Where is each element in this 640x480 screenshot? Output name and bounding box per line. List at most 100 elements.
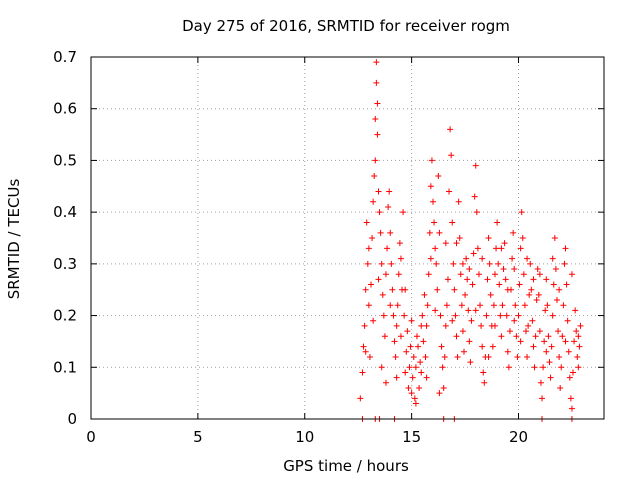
- data-point: [499, 302, 506, 309]
- data-point: [529, 317, 536, 324]
- data-point: [562, 245, 569, 252]
- data-point: [577, 322, 584, 329]
- data-point: [428, 157, 435, 164]
- data-point: [481, 379, 488, 386]
- data-point: [514, 353, 521, 360]
- data-point: [530, 276, 537, 283]
- data-point: [567, 395, 574, 402]
- data-point: [436, 390, 443, 397]
- data-point: [454, 353, 461, 360]
- y-tick-label: 0.3: [53, 255, 77, 273]
- data-point: [563, 281, 570, 288]
- data-point: [366, 353, 373, 360]
- data-point: [535, 291, 542, 298]
- data-point: [522, 328, 529, 335]
- data-point: [442, 240, 449, 247]
- data-point: [571, 338, 578, 345]
- data-point: [407, 343, 414, 350]
- data-point: [565, 348, 572, 355]
- data-point: [422, 353, 429, 360]
- data-point: [460, 348, 467, 355]
- data-point: [568, 271, 575, 278]
- data-point: [365, 302, 372, 309]
- data-point: [431, 219, 438, 226]
- data-point: [519, 235, 526, 241]
- data-point: [473, 209, 480, 216]
- data-point: [442, 322, 449, 329]
- data-point: [396, 240, 403, 247]
- data-point: [539, 395, 546, 402]
- data-point: [544, 302, 551, 309]
- data-point: [424, 302, 431, 309]
- data-point: [561, 260, 568, 267]
- data-point: [425, 271, 432, 278]
- y-tick-label: 0.4: [53, 203, 77, 221]
- y-tick-label: 0.6: [53, 100, 77, 118]
- data-point: [423, 322, 430, 329]
- data-point: [360, 343, 367, 350]
- data-point: [402, 286, 409, 293]
- data-point: [536, 271, 543, 278]
- data-point: [557, 384, 564, 391]
- data-point: [410, 353, 417, 360]
- data-point: [363, 219, 370, 226]
- data-point: [549, 255, 556, 262]
- data-point: [485, 235, 492, 241]
- data-point: [419, 312, 426, 319]
- data-point: [484, 276, 491, 283]
- data-point: [450, 260, 457, 267]
- data-point: [511, 317, 518, 324]
- data-point: [495, 260, 502, 267]
- data-point: [372, 157, 379, 164]
- data-point: [458, 302, 465, 309]
- data-point: [527, 260, 534, 267]
- data-point: [497, 312, 504, 319]
- data-point: [453, 333, 460, 340]
- data-point: [572, 307, 579, 314]
- data-point: [498, 245, 505, 252]
- data-point: [432, 307, 439, 314]
- data-point: [478, 322, 485, 329]
- data-point: [382, 271, 389, 278]
- data-point: [418, 369, 425, 376]
- data-point: [369, 235, 376, 241]
- data-point: [374, 131, 381, 138]
- data-point: [455, 198, 462, 205]
- data-point: [441, 353, 448, 360]
- data-point: [540, 364, 547, 371]
- data-point: [513, 333, 520, 340]
- data-point: [494, 219, 501, 226]
- x-tick-label: 0: [86, 428, 96, 446]
- data-point: [559, 333, 566, 340]
- data-point: [418, 322, 425, 329]
- data-point: [498, 333, 505, 340]
- data-point: [449, 317, 456, 324]
- data-point: [415, 343, 422, 350]
- data-point: [528, 286, 535, 293]
- data-point: [487, 291, 494, 298]
- data-point: [490, 302, 497, 309]
- data-point: [390, 312, 397, 319]
- data-point: [459, 260, 466, 267]
- data-point: [408, 390, 415, 397]
- data-point: [388, 260, 395, 267]
- data-point: [464, 276, 471, 283]
- data-point: [395, 271, 402, 278]
- data-point: [466, 266, 473, 273]
- data-point: [531, 364, 538, 371]
- data-point: [533, 297, 540, 304]
- y-tick-label: 0: [67, 410, 77, 428]
- data-point: [382, 379, 389, 386]
- data-point: [530, 343, 537, 350]
- data-point: [401, 312, 408, 319]
- y-tick-label: 0.1: [53, 358, 77, 376]
- data-point: [496, 281, 503, 288]
- data-point: [426, 229, 433, 236]
- data-point: [526, 291, 533, 298]
- data-point: [485, 353, 492, 360]
- data-point: [549, 312, 556, 319]
- data-point: [438, 343, 445, 350]
- data-point: [408, 317, 415, 324]
- x-tick-label: 20: [509, 428, 528, 446]
- data-point: [387, 302, 394, 309]
